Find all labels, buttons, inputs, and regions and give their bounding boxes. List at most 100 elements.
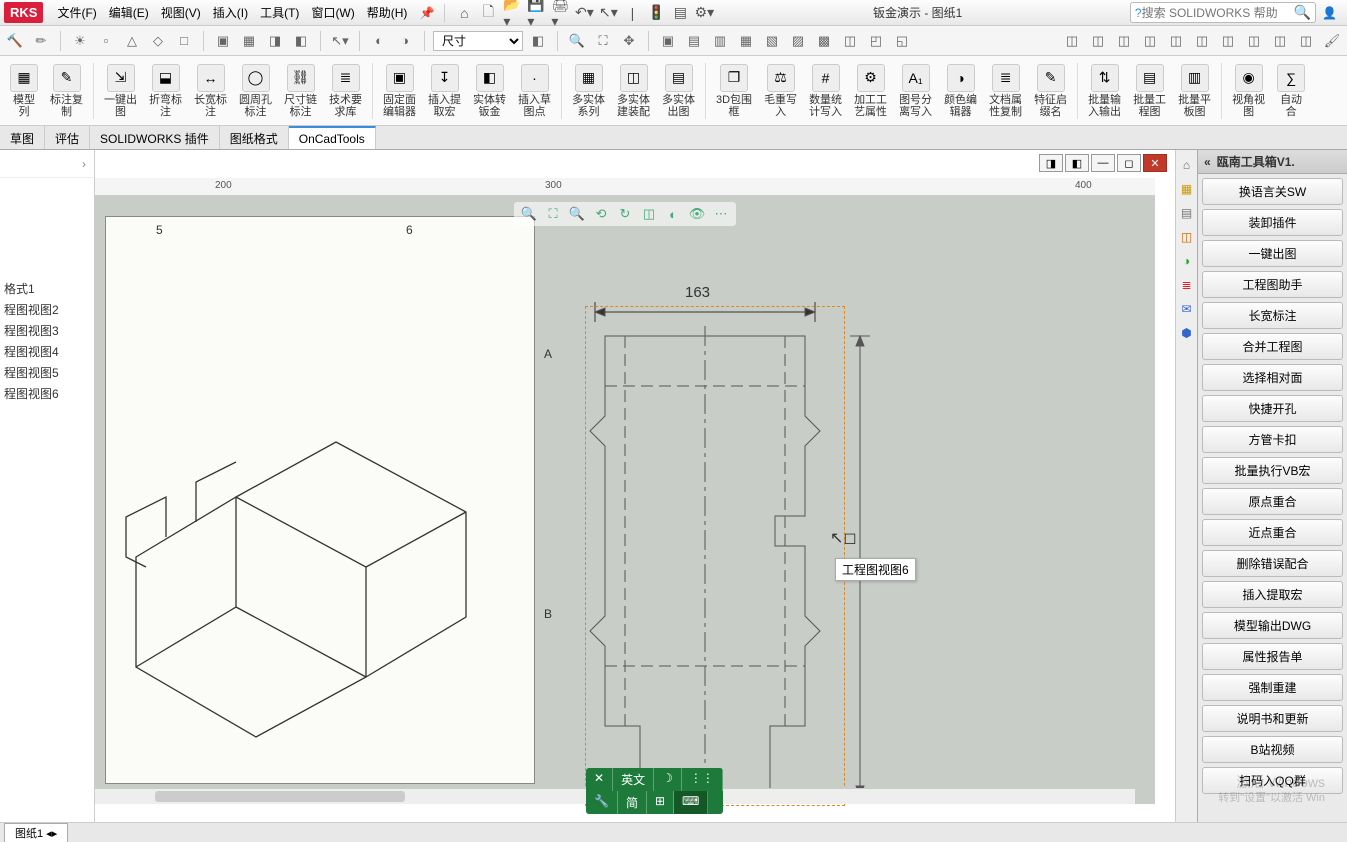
qb-icon[interactable]: ▦	[238, 30, 260, 52]
scrollbar-thumb[interactable]	[155, 791, 405, 802]
minimize-icon[interactable]: —	[1091, 154, 1115, 172]
ribbon-btn-8[interactable]: ▣固定面 编辑器	[377, 62, 422, 120]
win-btn[interactable]: ◨	[1039, 154, 1063, 172]
qb-icon[interactable]: ◇	[147, 30, 169, 52]
view-cube-icon[interactable]: ◫	[1139, 30, 1161, 52]
qb-icon[interactable]: △	[121, 30, 143, 52]
win-btn[interactable]: ◧	[1065, 154, 1089, 172]
qb-icon[interactable]: ▤	[683, 30, 705, 52]
menu-pin-icon[interactable]: 📌	[413, 3, 440, 23]
ime-mode[interactable]: 简	[618, 791, 647, 814]
eraser-icon[interactable]: ◧	[527, 30, 549, 52]
ribbon-btn-4[interactable]: ↔长宽标 注	[188, 62, 233, 120]
ribbon-btn-18[interactable]: ⚙加工工 艺属性	[848, 62, 893, 120]
more-icon[interactable]: ⋯	[712, 205, 730, 223]
drawing-area[interactable]: 56AB 🔍 ⛶ 🔍 ⟲ ↻ ◫ ◐ 👁 ⋯ 163	[95, 196, 1155, 804]
plugin-btn[interactable]: 选择相对面	[1202, 364, 1343, 391]
ribbon-btn-9[interactable]: ↧插入提 取宏	[422, 62, 467, 120]
redo-icon[interactable]: ↻	[616, 205, 634, 223]
tree-item[interactable]: 格式1	[0, 278, 94, 299]
ime-bar[interactable]: ✕英文☽⋮⋮ 🔧简⊞⌨	[586, 768, 723, 814]
qb-icon[interactable]: ▣	[657, 30, 679, 52]
menu-tools[interactable]: 工具(T)	[254, 1, 305, 24]
tab-图纸格式[interactable]: 图纸格式	[220, 126, 289, 149]
brush-icon[interactable]: 🖌	[1321, 30, 1343, 52]
ribbon-btn-20[interactable]: ◑颜色编 辑器	[938, 62, 983, 120]
qb-icon[interactable]: ▩	[813, 30, 835, 52]
ribbon-btn-14[interactable]: ▤多实体 出图	[656, 62, 701, 120]
zoom-fit-icon[interactable]: ⛶	[592, 30, 614, 52]
ribbon-btn-5[interactable]: ◯圆周孔 标注	[233, 62, 278, 120]
view-cube-icon[interactable]: ◫	[1061, 30, 1083, 52]
tree-item[interactable]: 程图视图4	[0, 341, 94, 362]
menu-window[interactable]: 窗口(W)	[305, 1, 360, 24]
ribbon-btn-7[interactable]: ≣技术要 求库	[323, 62, 368, 120]
plugin-btn[interactable]: 属性报告单	[1202, 643, 1343, 670]
plugin-btn[interactable]: 方管卡扣	[1202, 426, 1343, 453]
search-icon[interactable]: 🔍	[1294, 4, 1311, 21]
new-icon[interactable]: 🗋	[479, 4, 497, 22]
canvas[interactable]: ◨ ◧ — ◻ ✕ 200300400	[95, 150, 1175, 822]
print-icon[interactable]: 🖨▾	[551, 4, 569, 22]
plugin-btn[interactable]: 原点重合	[1202, 488, 1343, 515]
menu-file[interactable]: 文件(F)	[51, 1, 102, 24]
tab-评估[interactable]: 评估	[45, 126, 90, 149]
view-cube-icon[interactable]: ◫	[1243, 30, 1265, 52]
right-icon-7[interactable]: ⬢	[1178, 324, 1196, 342]
ime-lang[interactable]: 英文	[613, 768, 654, 791]
undo-icon[interactable]: ↶▾	[575, 4, 593, 22]
right-icon-2[interactable]: ▤	[1178, 204, 1196, 222]
ime-moon-icon[interactable]: ☽	[654, 768, 682, 791]
display-icon[interactable]: ◐	[664, 205, 682, 223]
qb-icon[interactable]: ▫	[95, 30, 117, 52]
plugin-btn[interactable]: 装卸插件	[1202, 209, 1343, 236]
qb-icon[interactable]: ☀	[69, 30, 91, 52]
qb-icon[interactable]: ◫	[839, 30, 861, 52]
ribbon-btn-10[interactable]: ◧实体转 钣金	[467, 62, 512, 120]
ime-grid-icon[interactable]: ⊞	[647, 791, 674, 814]
menu-insert[interactable]: 插入(I)	[207, 1, 254, 24]
plugin-btn[interactable]: 工程图助手	[1202, 271, 1343, 298]
maximize-icon[interactable]: ◻	[1117, 154, 1141, 172]
close-icon[interactable]: ✕	[1143, 154, 1167, 172]
flat-pattern-view[interactable]: 163	[575, 256, 975, 816]
view-cube-icon[interactable]: ◫	[1087, 30, 1109, 52]
ribbon-btn-11[interactable]: ·插入草 图点	[512, 62, 557, 120]
sketch-icon[interactable]: ✏	[30, 30, 52, 52]
sheet-tab[interactable]: 图纸1 ◂▸	[4, 823, 68, 842]
section-icon[interactable]: ◫	[640, 205, 658, 223]
options-icon[interactable]: ▤	[671, 4, 689, 22]
ribbon-btn-6[interactable]: ⛓尺寸链 标注	[278, 62, 323, 120]
qb-icon[interactable]: ◱	[891, 30, 913, 52]
qb-icon[interactable]: ▥	[709, 30, 731, 52]
view-cube-icon[interactable]: ◫	[1269, 30, 1291, 52]
search-input[interactable]	[1142, 6, 1292, 20]
plugin-header[interactable]: « 瓯南工具箱V1.	[1198, 150, 1347, 174]
ribbon-btn-23[interactable]: ⇅批量输 入输出	[1082, 62, 1127, 120]
right-icon-4[interactable]: ◑	[1178, 252, 1196, 270]
ribbon-btn-17[interactable]: #数量统 计写入	[803, 62, 848, 120]
ime-keyboard-icon[interactable]: ⌨	[674, 791, 708, 814]
plugin-btn[interactable]: 插入提取宏	[1202, 581, 1343, 608]
qb-icon[interactable]: ◐	[368, 30, 390, 52]
ribbon-btn-0[interactable]: ▦模型 列	[4, 62, 44, 120]
save-icon[interactable]: 💾▾	[527, 4, 545, 22]
ribbon-btn-16[interactable]: ⚖毛重写 入	[758, 62, 803, 120]
home-icon[interactable]: ⌂	[455, 4, 473, 22]
right-icon-3[interactable]: ◫	[1178, 228, 1196, 246]
qb-icon[interactable]: ▦	[735, 30, 757, 52]
ribbon-btn-25[interactable]: ▥批量平 板图	[1172, 62, 1217, 120]
ribbon-btn-19[interactable]: A₁图号分 离写入	[893, 62, 938, 120]
view-cube-icon[interactable]: ◫	[1165, 30, 1187, 52]
zoom-icon[interactable]: 🔍	[566, 30, 588, 52]
qb-icon[interactable]: ▧	[761, 30, 783, 52]
help-search[interactable]: ? 🔍	[1130, 2, 1316, 23]
plugin-btn[interactable]: 合并工程图	[1202, 333, 1343, 360]
plugin-btn[interactable]: 长宽标注	[1202, 302, 1343, 329]
tab-SOLIDWORKS 插件[interactable]: SOLIDWORKS 插件	[90, 126, 220, 149]
plugin-btn[interactable]: 一键出图	[1202, 240, 1343, 267]
ribbon-btn-27[interactable]: ∑自动 合	[1271, 62, 1311, 120]
tree-item[interactable]: 程图视图6	[0, 383, 94, 404]
rebuild-icon[interactable]: 🔨	[4, 30, 26, 52]
tab-OnCadTools[interactable]: OnCadTools	[289, 126, 376, 149]
